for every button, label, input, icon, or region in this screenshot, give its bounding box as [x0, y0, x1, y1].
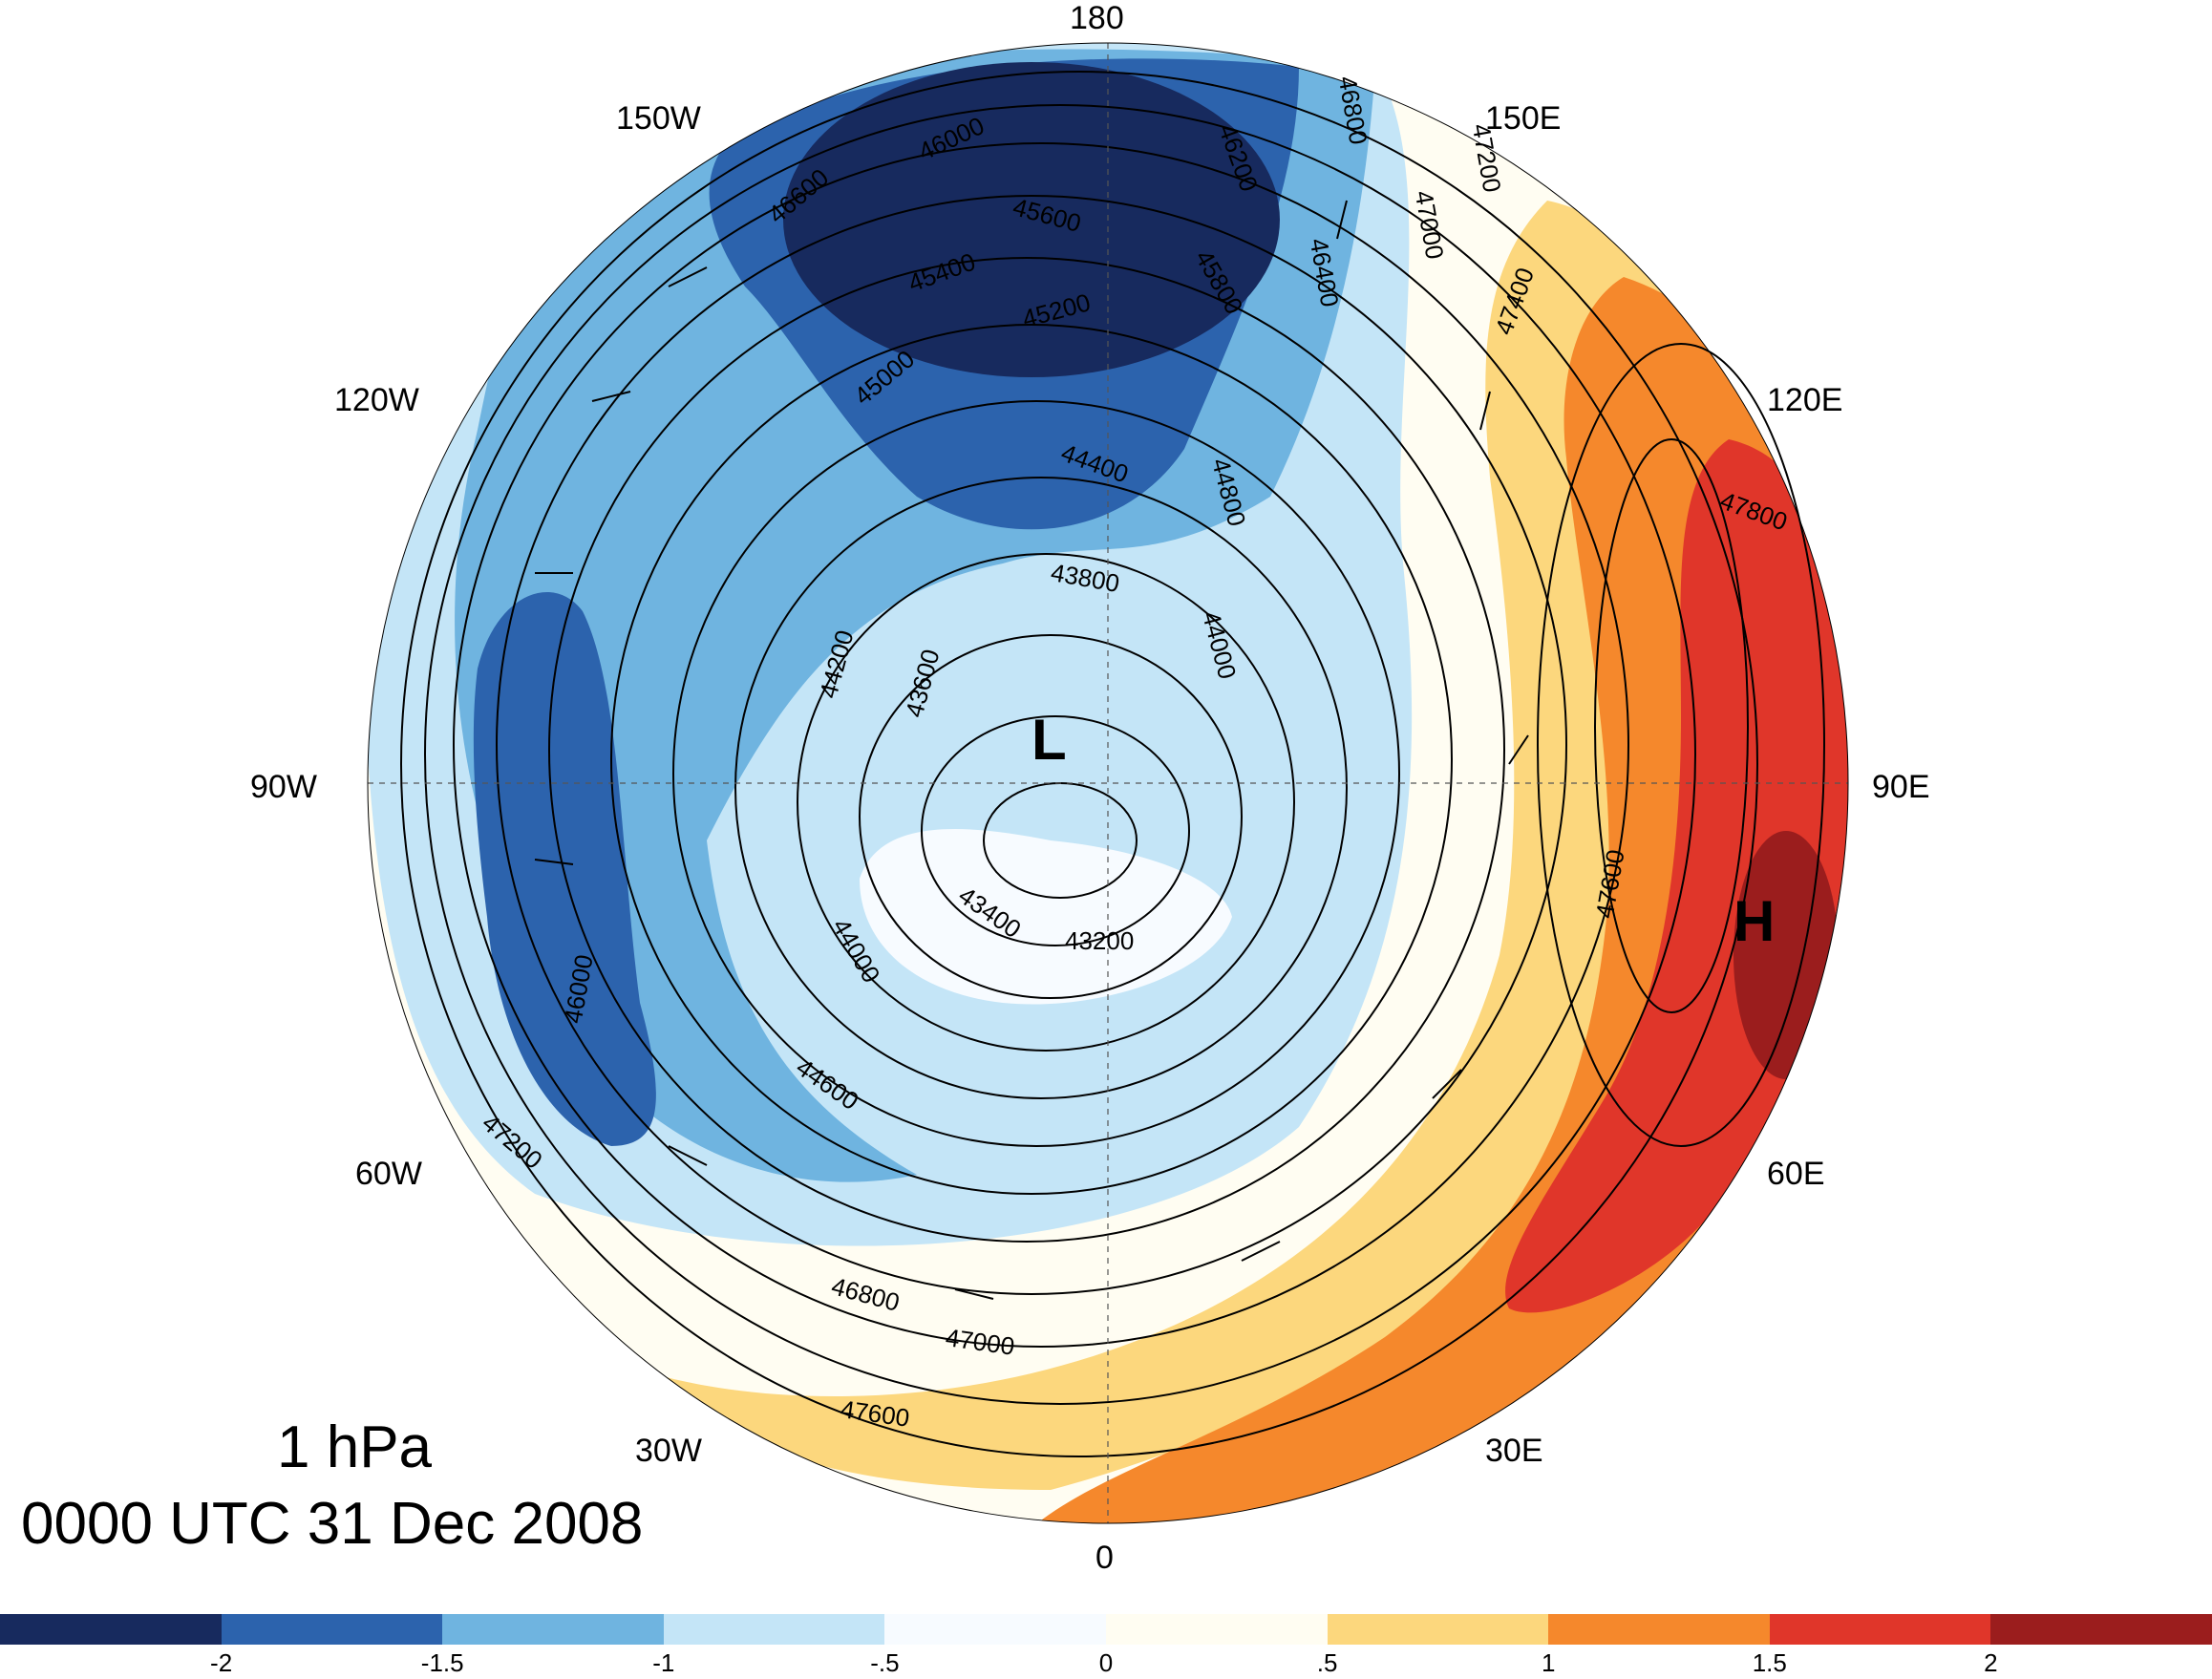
- wind-barb: [668, 1145, 708, 1166]
- wind-barb: [591, 391, 631, 402]
- contour-line: [548, 257, 1505, 1243]
- contour-line: [496, 195, 1567, 1295]
- contour-line: [424, 104, 1696, 1405]
- colorbar-segment: [1327, 1614, 1549, 1645]
- lon-label-90w: 90W: [250, 769, 317, 805]
- colorbar-segment: [884, 1614, 1106, 1645]
- wind-barb: [1241, 1241, 1281, 1262]
- colorbar-tick-label: 2: [1984, 1648, 1998, 1677]
- shaded-field: [368, 43, 1848, 1523]
- contour-line: [797, 553, 1295, 1052]
- contour-line: [672, 400, 1400, 1147]
- lon-label-120w: 120W: [334, 382, 419, 418]
- colorbar-tick-label: -1.5: [420, 1648, 464, 1677]
- field-region-polar-white: [860, 829, 1232, 1005]
- colorbar-segment: [1990, 1614, 2212, 1645]
- colorbar-segment: [1105, 1614, 1328, 1645]
- contour-line: [400, 71, 1758, 1457]
- colorbar-tick-label: .5: [1316, 1648, 1338, 1677]
- field-region-yellow: [659, 201, 1710, 1490]
- contour-label: 43200: [1065, 926, 1135, 955]
- colorbar-tick-label: 0: [1098, 1648, 1114, 1677]
- colorbar-tick-label: 1: [1541, 1648, 1556, 1677]
- lon-label-150w: 150W: [616, 100, 701, 137]
- map-boundary: [367, 42, 1849, 1524]
- colorbar-segment: [1548, 1614, 1770, 1645]
- high-center-label: H: [1733, 889, 1776, 953]
- colorbar: [0, 1614, 2212, 1645]
- wind-barb: [1479, 391, 1491, 431]
- field-region-red: [1505, 439, 1848, 1313]
- lon-label-30e: 30E: [1485, 1433, 1543, 1469]
- wind-barb: [1508, 734, 1529, 765]
- colorbar-tick-label: -.5: [870, 1648, 900, 1677]
- colorbar-segment: [663, 1614, 885, 1645]
- lon-label-180: 180: [1070, 0, 1124, 36]
- lon-label-150e: 150E: [1485, 100, 1562, 137]
- contour-lines: [400, 71, 1825, 1457]
- wind-barb: [954, 1288, 994, 1300]
- contour-line: [859, 634, 1243, 999]
- lon-label-120e: 120E: [1767, 382, 1843, 418]
- low-center-label: L: [1032, 708, 1067, 772]
- contour-line: [1537, 343, 1825, 1147]
- contour-line: [734, 477, 1348, 1099]
- wind-barb: [1336, 200, 1348, 240]
- colorbar-tick-label: -2: [210, 1648, 233, 1677]
- colorbar-tick-label: -1: [652, 1648, 675, 1677]
- contour-line: [921, 715, 1190, 946]
- lon-label-30w: 30W: [635, 1433, 702, 1469]
- lon-label-60e: 60E: [1767, 1156, 1825, 1192]
- contour-line: [453, 142, 1629, 1348]
- valid-time-title: 0000 UTC 31 Dec 2008: [21, 1491, 644, 1557]
- colorbar-segment: [221, 1614, 443, 1645]
- contour-line: [610, 324, 1453, 1195]
- colorbar-tick-label: 1.5: [1752, 1648, 1787, 1677]
- pressure-level-title: 1 hPa: [277, 1414, 433, 1480]
- lon-label-90e: 90E: [1872, 769, 1930, 805]
- colorbar-segment: [0, 1614, 222, 1645]
- wind-barb: [534, 859, 574, 865]
- lon-label-60w: 60W: [355, 1156, 422, 1192]
- lon-label-0: 0: [1095, 1540, 1114, 1576]
- colorbar-segment: [1769, 1614, 1991, 1645]
- colorbar-segment: [442, 1614, 664, 1645]
- wind-barb: [1432, 1069, 1462, 1099]
- wind-barb: [668, 266, 708, 287]
- wind-barbs: [534, 200, 1529, 1300]
- field-region-blue-canada: [473, 592, 656, 1146]
- contour-line: [1594, 438, 1749, 1013]
- field-region-navy: [783, 62, 1280, 377]
